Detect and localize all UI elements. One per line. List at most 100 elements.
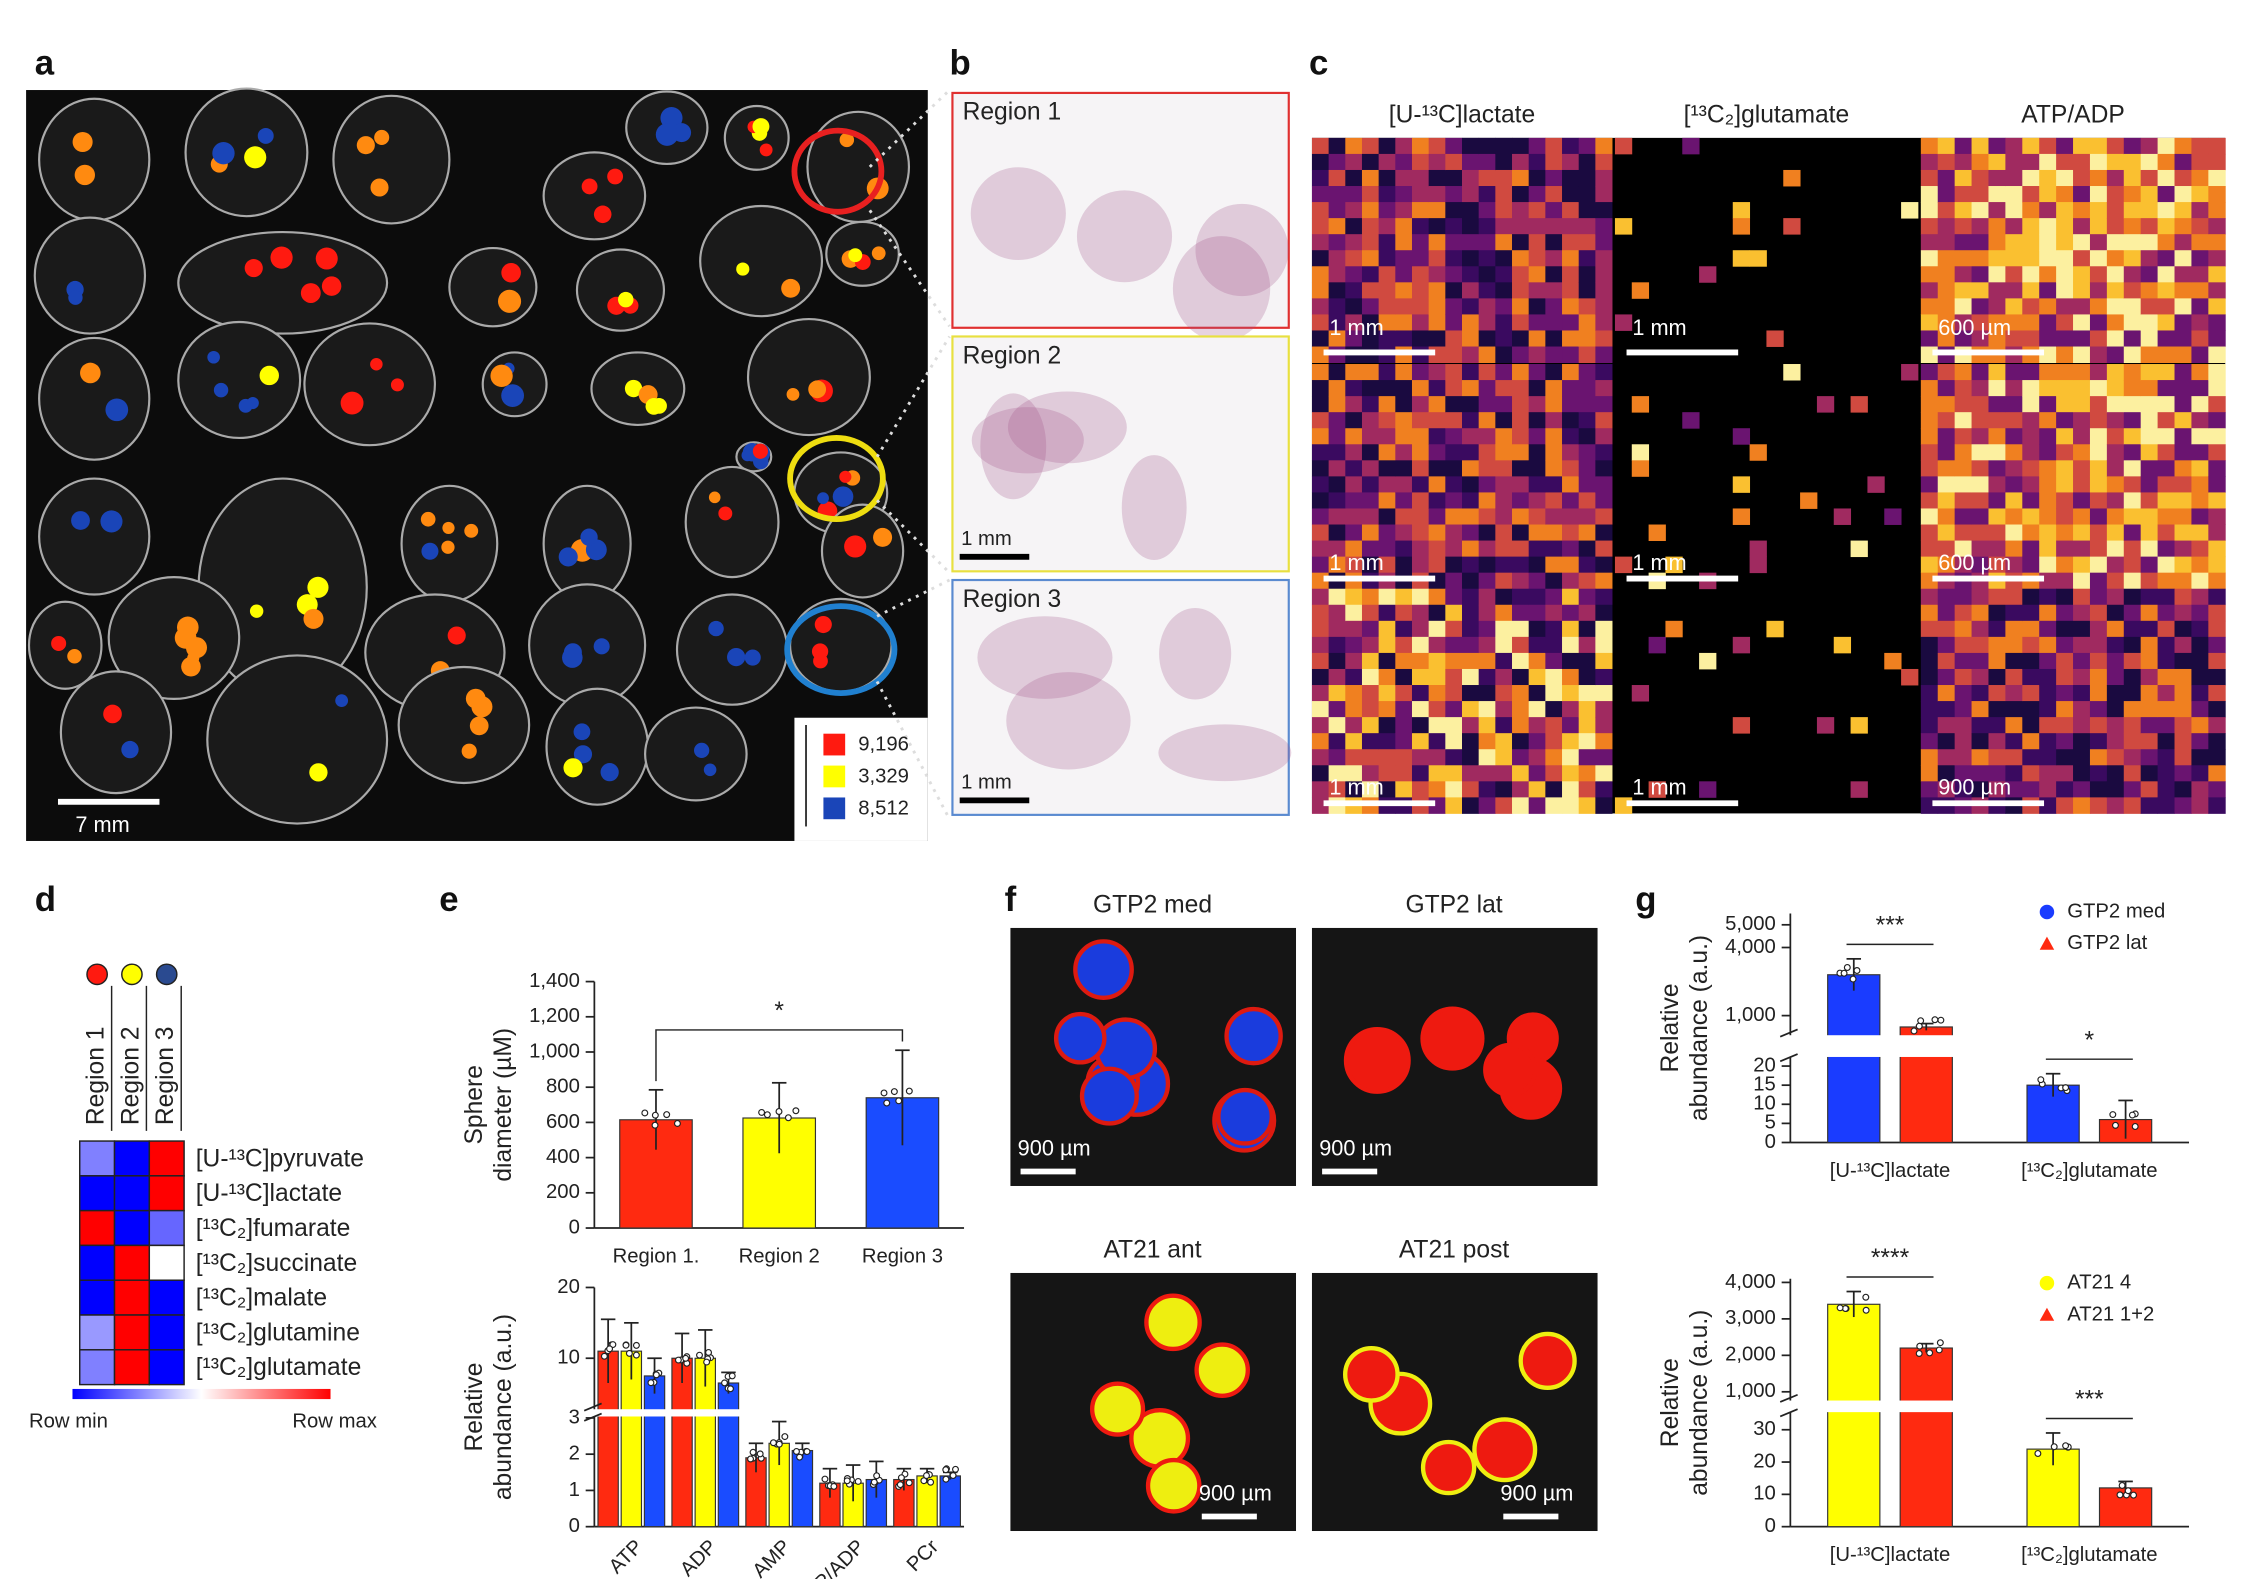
- sphere-dot: [244, 258, 263, 278]
- ion-pixel: [2039, 460, 2057, 477]
- sphere-dot: [727, 647, 746, 667]
- ion-pixel: [2174, 298, 2192, 315]
- sphere-dot: [244, 146, 267, 169]
- sphere: [1420, 1439, 1477, 1496]
- ion-pixel: [1378, 396, 1396, 413]
- sphere-outline: [303, 322, 436, 447]
- ion-pixel: [2191, 588, 2209, 606]
- ion-pixel: [1428, 701, 1446, 718]
- ion-pixel: [2157, 346, 2175, 364]
- ion-pixel: [1495, 685, 1513, 702]
- significance-bracket: [655, 1029, 904, 1082]
- ion-pixel: [2140, 717, 2159, 734]
- x-tick-label: [¹³C₂]glutamate: [2021, 1160, 2157, 1182]
- ion-pixel: [2005, 508, 2023, 525]
- ion-pixel: [2073, 444, 2091, 461]
- ion-pixel: [2123, 717, 2142, 734]
- ion-pixel: [1682, 412, 1700, 429]
- ion-pixel: [1345, 266, 1363, 283]
- ion-pixel: [2106, 380, 2125, 397]
- y-tick-label: 10: [1753, 1483, 1776, 1505]
- ion-pixel: [2039, 218, 2057, 235]
- ion-pixel: [1495, 234, 1513, 251]
- ion-pixel: [2056, 444, 2074, 461]
- ion-pixel: [1311, 781, 1330, 798]
- ion-pixel: [2106, 444, 2125, 461]
- ion-pixel: [1461, 749, 1480, 766]
- sphere-dot: [618, 291, 634, 308]
- ion-pixel: [1545, 572, 1563, 590]
- ion-pixel: [1595, 234, 1613, 251]
- ion-pixel: [1395, 169, 1413, 187]
- ion-pixel: [1562, 282, 1580, 299]
- ion-pixel: [1954, 460, 1972, 477]
- sphere-outline: [38, 97, 151, 222]
- ion-pixel: [1954, 556, 1972, 574]
- ion-pixel: [2123, 460, 2142, 477]
- ion-pixel: [1528, 556, 1546, 574]
- ion-pixel: [1528, 346, 1546, 364]
- replicate-dot: [728, 1372, 736, 1380]
- ion-pixel: [1328, 765, 1346, 782]
- ion-pixel: [2191, 412, 2209, 429]
- ion-pixel: [1971, 153, 1989, 171]
- ion-pixel: [1954, 717, 1972, 734]
- ion-pixel: [2157, 282, 2175, 299]
- ion-pixel: [1920, 169, 1939, 187]
- ion-pixel: [2073, 396, 2091, 413]
- ion-pixel: [2005, 685, 2023, 702]
- ion-pixel: [1495, 508, 1513, 525]
- sphere-dot: [105, 398, 129, 422]
- ion-pixel: [1378, 234, 1396, 251]
- ion-pixel: [1512, 668, 1530, 686]
- zoom-connector: [875, 335, 951, 458]
- ion-pixel: [1361, 364, 1380, 381]
- sphere-dot: [74, 164, 96, 186]
- heat-cell: [148, 1175, 185, 1212]
- heat-cell: [79, 1140, 116, 1177]
- ion-pixel: [2208, 476, 2226, 493]
- ion-pixel: [1311, 428, 1330, 445]
- ion-pixel: [1328, 314, 1346, 331]
- ion-pixel: [1562, 250, 1580, 267]
- replicate-dot: [749, 1448, 757, 1456]
- ion-pixel: [2191, 668, 2209, 686]
- ion-pixel: [1562, 524, 1580, 542]
- ion-pixel: [2140, 364, 2159, 381]
- ion-pixel: [1512, 765, 1530, 782]
- ion-pixel: [1562, 364, 1580, 381]
- replicate-dot: [942, 1475, 950, 1483]
- ion-pixel: [1311, 169, 1330, 187]
- ion-pixel: [2208, 717, 2226, 734]
- ion-pixel: [1528, 572, 1546, 590]
- ion-pixel: [1395, 314, 1413, 331]
- ion-pixel: [1578, 668, 1596, 686]
- ion-pixel: [2022, 380, 2040, 397]
- replicate-dot: [632, 1341, 640, 1349]
- sphere: [1053, 1011, 1107, 1065]
- ion-pixel: [2174, 556, 2192, 574]
- ion-pixel: [1954, 282, 1972, 299]
- ion-pixel: [1411, 186, 1430, 203]
- ion-pixel: [2174, 781, 2192, 798]
- ion-pixel: [1545, 169, 1563, 187]
- ion-pixel: [1345, 169, 1363, 187]
- ion-pixel: [2140, 620, 2159, 638]
- sphere-outline: [59, 670, 173, 795]
- ion-pixel: [2005, 282, 2023, 299]
- ion-pixel: [1971, 412, 1989, 429]
- ion-pixel: [2073, 749, 2091, 766]
- ion-pixel: [2089, 460, 2108, 477]
- ion-pixel: [1378, 685, 1396, 702]
- ion-pixel: [1378, 636, 1396, 654]
- ion-pixel: [1988, 508, 2006, 525]
- ion-pixel: [2073, 218, 2091, 235]
- ion-pixel: [2208, 540, 2226, 558]
- ion-pixel: [1512, 781, 1530, 798]
- scale-label: 1 mm: [1632, 315, 1686, 340]
- ion-pixel: [1920, 636, 1939, 654]
- ion-pixel: [1378, 364, 1396, 381]
- sphere-dot: [718, 506, 733, 521]
- ion-pixel: [1578, 733, 1596, 750]
